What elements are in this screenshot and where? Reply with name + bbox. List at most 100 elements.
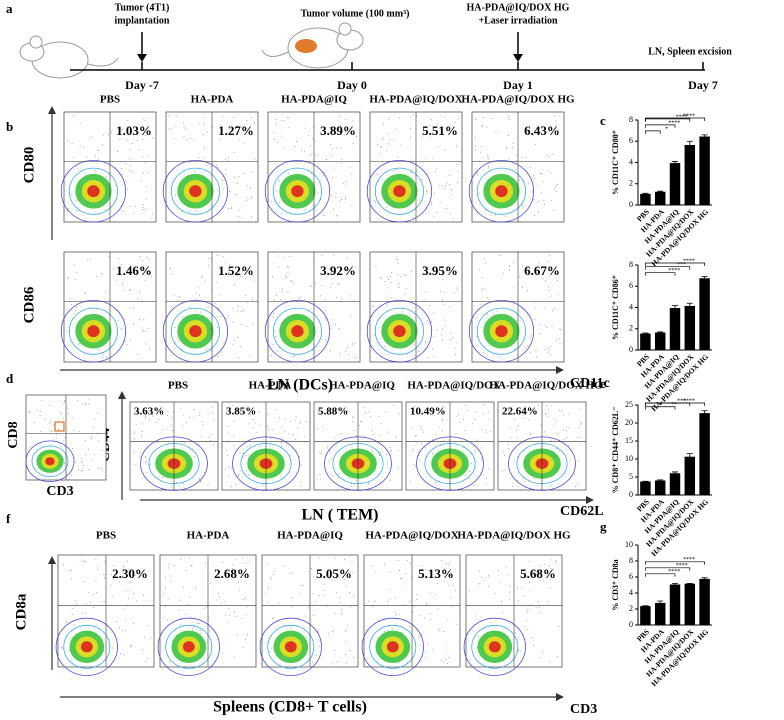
event-dot (558, 625, 560, 627)
event-dot (508, 447, 510, 449)
event-dot (122, 568, 124, 570)
event-dot (496, 310, 498, 312)
event-dot (344, 199, 346, 201)
event-dot (202, 116, 204, 118)
event-dot (346, 414, 348, 416)
contour (468, 300, 535, 363)
event-dot (207, 484, 209, 486)
contour (162, 300, 229, 363)
event-dot (530, 432, 532, 434)
event-dot (522, 605, 524, 607)
event-dot (175, 115, 177, 117)
event-dot (474, 168, 476, 170)
flow-plot (468, 251, 565, 363)
contour (393, 185, 406, 198)
contour (31, 445, 69, 478)
event-dot (550, 439, 552, 441)
error-bar (672, 304, 678, 309)
event-dot (509, 591, 511, 593)
event-dot (110, 131, 112, 133)
contour (393, 325, 406, 338)
event-dot (411, 450, 413, 452)
event-dot (375, 470, 377, 472)
event-dot (390, 598, 392, 600)
event-dot (425, 186, 427, 188)
event-dot (438, 630, 440, 632)
event-dot (90, 438, 92, 440)
percent-label: 5.88% (318, 406, 348, 418)
event-dot (66, 308, 68, 310)
event-dot (448, 306, 450, 308)
event-dot (88, 468, 90, 470)
event-dot (426, 319, 428, 321)
event-dot (425, 340, 427, 342)
event-dot (553, 209, 555, 211)
event-dot (335, 612, 337, 614)
event-dot (429, 137, 431, 139)
event-dot (321, 338, 323, 340)
event-dot (146, 599, 148, 601)
event-dot (183, 126, 185, 128)
event-dot (410, 116, 412, 118)
event-dot (363, 406, 365, 408)
flow-plot (55, 554, 155, 676)
event-dot (284, 418, 286, 420)
event-dot (163, 617, 165, 619)
event-dot (321, 426, 323, 428)
event-dot (470, 463, 472, 465)
event-dot (216, 599, 218, 601)
event-dot (232, 344, 234, 346)
event-dot (324, 298, 326, 300)
event-dot (443, 319, 445, 321)
event-dot (49, 430, 51, 432)
event-dot (415, 406, 417, 408)
event-dot (481, 276, 483, 278)
event-dot (397, 559, 399, 561)
event-dot (231, 568, 233, 570)
event-dot (126, 120, 128, 122)
event-dot (395, 129, 397, 131)
event-dot (169, 575, 171, 577)
event-dot (547, 270, 549, 272)
event-dot (483, 404, 485, 406)
event-dot (352, 417, 354, 419)
event-dot (387, 287, 389, 289)
event-dot (470, 659, 472, 661)
event-dot (532, 174, 534, 176)
event-dot (305, 636, 307, 638)
event-dot (485, 483, 487, 485)
event-dot (145, 461, 147, 463)
event-dot (97, 150, 99, 152)
event-dot (484, 321, 486, 323)
event-dot (406, 354, 408, 356)
event-dot (534, 143, 536, 145)
event-dot (76, 165, 78, 167)
event-dot (144, 636, 146, 638)
event-dot (481, 459, 483, 461)
event-dot (383, 631, 385, 633)
event-dot (40, 430, 42, 432)
event-dot (147, 271, 149, 273)
event-dot (433, 335, 435, 337)
event-dot (78, 210, 80, 212)
event-dot (245, 277, 247, 279)
event-dot (247, 197, 249, 199)
event-dot (345, 185, 347, 187)
event-dot (368, 483, 370, 485)
y-tick-label: 5 (629, 472, 633, 481)
event-dot (177, 339, 179, 341)
event-dot (250, 117, 252, 119)
event-dot (174, 565, 176, 567)
event-dot (512, 287, 514, 289)
event-dot (220, 212, 222, 214)
event-dot (437, 146, 439, 148)
event-dot (79, 122, 81, 124)
event-dot (121, 128, 123, 130)
event-dot (517, 424, 519, 426)
event-dot (144, 120, 146, 122)
event-dot (508, 409, 510, 411)
error-bar (701, 577, 708, 580)
event-dot (112, 647, 114, 649)
event-dot (129, 288, 131, 290)
